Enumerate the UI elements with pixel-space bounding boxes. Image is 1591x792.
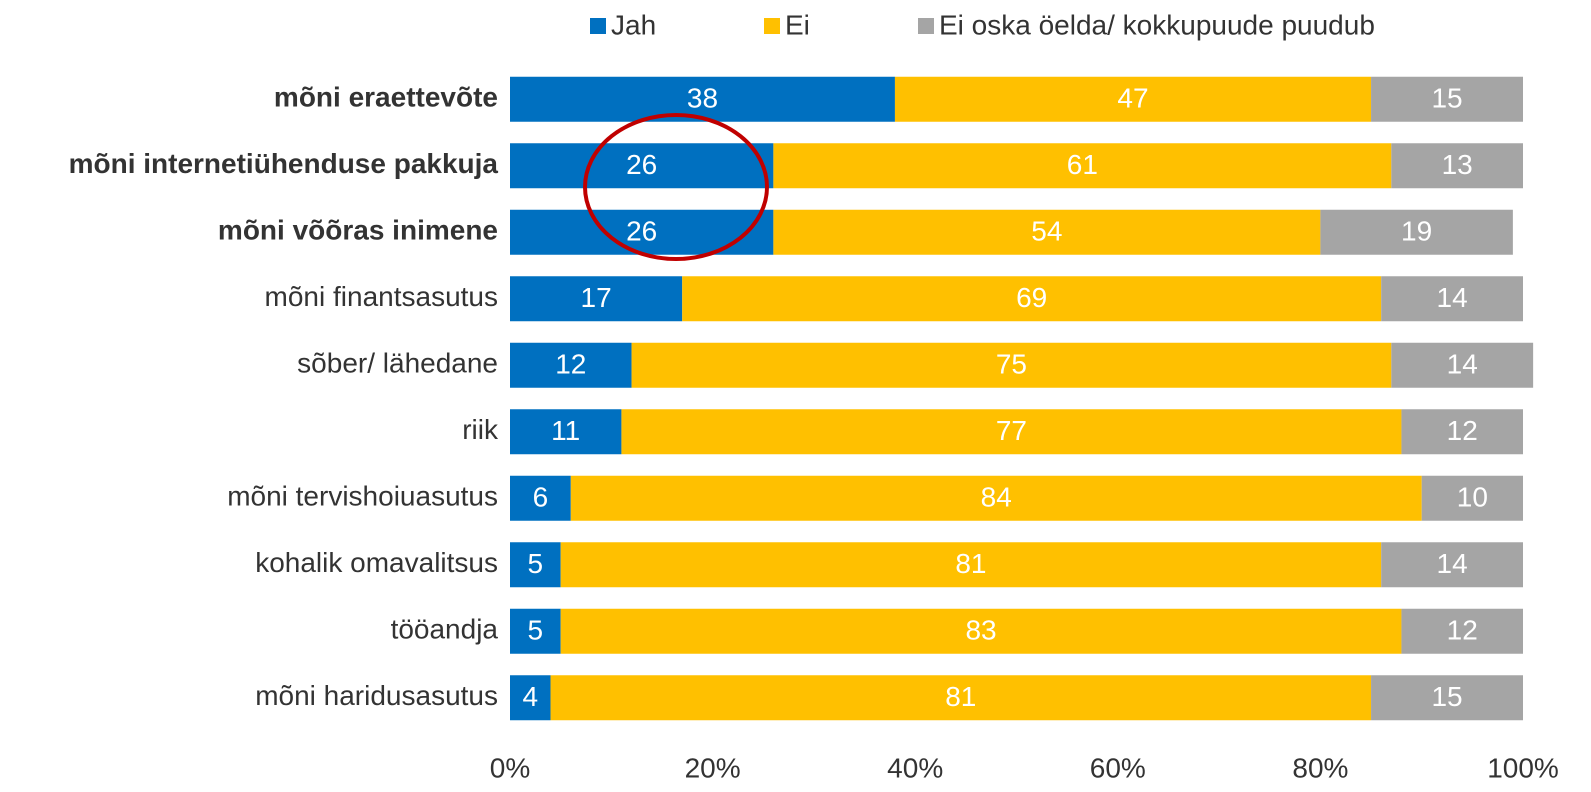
data-label: 26 bbox=[626, 149, 657, 180]
y-tick-label: mõni finantsasutus bbox=[265, 281, 498, 312]
y-tick-label: mõni võõras inimene bbox=[218, 215, 498, 246]
bar-segment bbox=[1401, 608, 1523, 654]
bar-segment bbox=[1421, 475, 1523, 521]
legend-label: Ei bbox=[785, 9, 810, 40]
data-label: 75 bbox=[996, 349, 1027, 380]
bar-segment bbox=[773, 143, 1392, 189]
bar-segment bbox=[570, 475, 1422, 521]
x-tick-label: 100% bbox=[1487, 752, 1559, 783]
bar-segment bbox=[1371, 675, 1523, 721]
bar-segment bbox=[1371, 76, 1523, 122]
highlight-circle bbox=[583, 113, 769, 261]
bar-segment bbox=[510, 76, 895, 122]
data-label: 26 bbox=[626, 216, 657, 247]
data-label: 38 bbox=[687, 83, 718, 114]
bar-segment bbox=[1391, 143, 1523, 189]
y-tick-label: mõni internetiühenduse pakkuja bbox=[69, 148, 499, 179]
data-label: 4 bbox=[522, 681, 538, 712]
y-tick-label: riik bbox=[462, 414, 499, 445]
bar-segment bbox=[1381, 542, 1523, 588]
data-label: 12 bbox=[555, 349, 586, 380]
bar-segment bbox=[510, 342, 632, 388]
x-tick-label: 60% bbox=[1090, 752, 1146, 783]
data-label: 5 bbox=[528, 548, 544, 579]
data-label: 13 bbox=[1442, 149, 1473, 180]
data-label: 15 bbox=[1431, 681, 1462, 712]
data-label: 14 bbox=[1447, 349, 1478, 380]
bar-segment bbox=[631, 342, 1392, 388]
data-label: 17 bbox=[581, 282, 612, 313]
bar-segment bbox=[560, 542, 1382, 588]
y-tick-label: mõni haridusasutus bbox=[255, 680, 498, 711]
bar-segment bbox=[510, 409, 622, 455]
data-label: 11 bbox=[551, 415, 580, 446]
data-label: 81 bbox=[945, 681, 976, 712]
data-label: 54 bbox=[1031, 216, 1062, 247]
y-tick-label: mõni tervishoiuasutus bbox=[227, 481, 498, 512]
bar-segment bbox=[1381, 276, 1523, 322]
legend-label: Jah bbox=[611, 9, 656, 40]
x-tick-label: 20% bbox=[685, 752, 741, 783]
y-tick-label: mõni eraettevõte bbox=[274, 82, 498, 113]
bar-segment bbox=[510, 675, 551, 721]
data-label: 14 bbox=[1437, 548, 1468, 579]
data-label: 47 bbox=[1117, 83, 1148, 114]
y-tick-label: tööandja bbox=[391, 614, 499, 645]
legend-swatch bbox=[918, 18, 934, 34]
legend-label: Ei oska öelda/ kokkupuude puudub bbox=[939, 9, 1375, 40]
data-label: 69 bbox=[1016, 282, 1047, 313]
data-label: 81 bbox=[955, 548, 986, 579]
bar-segment bbox=[510, 143, 774, 189]
data-label: 12 bbox=[1447, 415, 1478, 446]
x-tick-label: 80% bbox=[1292, 752, 1348, 783]
data-label: 15 bbox=[1431, 83, 1462, 114]
bar-segment bbox=[510, 475, 571, 521]
data-label: 10 bbox=[1457, 482, 1488, 513]
data-label: 77 bbox=[996, 415, 1027, 446]
data-label: 6 bbox=[533, 482, 549, 513]
legend-swatch bbox=[590, 18, 606, 34]
data-label: 83 bbox=[965, 615, 996, 646]
bar-segment bbox=[510, 276, 683, 322]
data-label: 19 bbox=[1401, 216, 1432, 247]
data-label: 12 bbox=[1447, 615, 1478, 646]
data-label: 5 bbox=[528, 615, 544, 646]
data-label: 84 bbox=[981, 482, 1012, 513]
y-tick-label: kohalik omavalitsus bbox=[255, 547, 498, 578]
data-label: 61 bbox=[1067, 149, 1098, 180]
data-label: 14 bbox=[1437, 282, 1468, 313]
bar-segment bbox=[510, 542, 561, 588]
x-tick-label: 0% bbox=[490, 752, 530, 783]
bar-segment bbox=[1391, 342, 1534, 388]
x-tick-label: 40% bbox=[887, 752, 943, 783]
bar-segment bbox=[1401, 409, 1523, 455]
bar-segment bbox=[550, 675, 1372, 721]
bar-segment bbox=[682, 276, 1382, 322]
bar-segment bbox=[773, 209, 1321, 255]
bar-segment bbox=[560, 608, 1402, 654]
bar-segment bbox=[621, 409, 1402, 455]
bar-segment bbox=[510, 608, 561, 654]
legend-swatch bbox=[764, 18, 780, 34]
bar-segment bbox=[894, 76, 1372, 122]
y-tick-label: sõber/ lähedane bbox=[297, 348, 498, 379]
bar-segment bbox=[1320, 209, 1513, 255]
